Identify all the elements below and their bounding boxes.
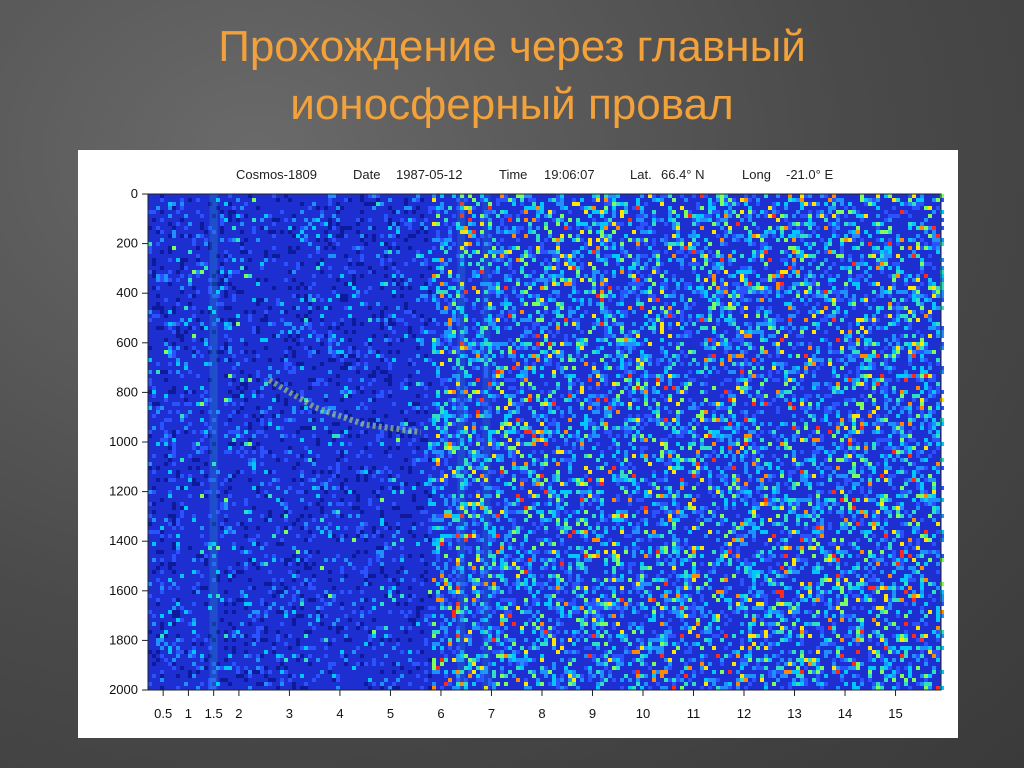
spectrogram-cells-3 [148, 194, 944, 690]
header-date-label: Date [353, 167, 380, 182]
y-tick-label: 200 [116, 236, 138, 251]
y-tick-label: 1000 [109, 434, 138, 449]
spectrogram-cells-5 [432, 194, 944, 690]
x-tick-label: 8 [538, 706, 545, 721]
header-time-label: Time [499, 167, 527, 182]
y-tick-label: 1800 [109, 632, 138, 647]
x-tick-label: 1.5 [205, 706, 223, 721]
y-tick-label: 2000 [109, 682, 138, 697]
x-tick-label: 0.5 [154, 706, 172, 721]
header-time: 19:06:07 [544, 167, 595, 182]
header-satellite: Cosmos-1809 [236, 167, 317, 182]
x-tick-label: 10 [636, 706, 650, 721]
x-tick-label: 4 [336, 706, 343, 721]
spectrogram-cells-6 [432, 194, 944, 690]
chart-header: Cosmos-1809 Date 1987-05-12 Time 19:06:0… [236, 167, 833, 182]
x-tick-label: 13 [787, 706, 801, 721]
spectrogram-figure: Cosmos-1809 Date 1987-05-12 Time 19:06:0… [78, 150, 958, 738]
x-tick-label: 15 [888, 706, 902, 721]
header-long: -21.0° E [786, 167, 833, 182]
header-lat: 66.4° N [661, 167, 705, 182]
x-tick-label: 14 [838, 706, 852, 721]
x-tick-label: 7 [488, 706, 495, 721]
x-tick-label: 6 [437, 706, 444, 721]
x-tick-label: 3 [286, 706, 293, 721]
x-tick-label: 12 [737, 706, 751, 721]
header-date: 1987-05-12 [396, 167, 463, 182]
slide-title: Прохождение через главный ионосферный пр… [0, 18, 1024, 134]
y-tick-label: 400 [116, 285, 138, 300]
slide-title-line-2: ионосферный провал [290, 80, 734, 129]
x-tick-label: 5 [387, 706, 394, 721]
spectrogram-chart: Cosmos-1809 Date 1987-05-12 Time 19:06:0… [109, 167, 944, 721]
spectrogram-cells-4 [164, 194, 944, 690]
header-lat-label: Lat. [630, 167, 652, 182]
slide-title-line-1: Прохождение через главный [218, 22, 806, 71]
y-tick-label: 1400 [109, 533, 138, 548]
bright-streak-1 [457, 194, 466, 690]
header-long-label: Long [742, 167, 771, 182]
bright-streak-0 [209, 194, 218, 690]
y-tick-label: 1600 [109, 583, 138, 598]
x-tick-label: 2 [235, 706, 242, 721]
y-tick-label: 800 [116, 384, 138, 399]
x-tick-label: 1 [185, 706, 192, 721]
y-tick-label: 1200 [109, 484, 138, 499]
y-tick-label: 0 [131, 186, 138, 201]
bright-streak-2 [482, 194, 491, 690]
x-tick-label: 9 [589, 706, 596, 721]
spectrogram-cells-7 [436, 194, 940, 690]
plot-area [148, 194, 944, 690]
trough-trace [267, 377, 422, 436]
x-tick-label: 11 [687, 706, 701, 721]
axes: 0 200 400 600 800 1000 1200 1400 1600 1800 2000 0.5… [109, 186, 942, 721]
y-tick-label: 600 [116, 335, 138, 350]
